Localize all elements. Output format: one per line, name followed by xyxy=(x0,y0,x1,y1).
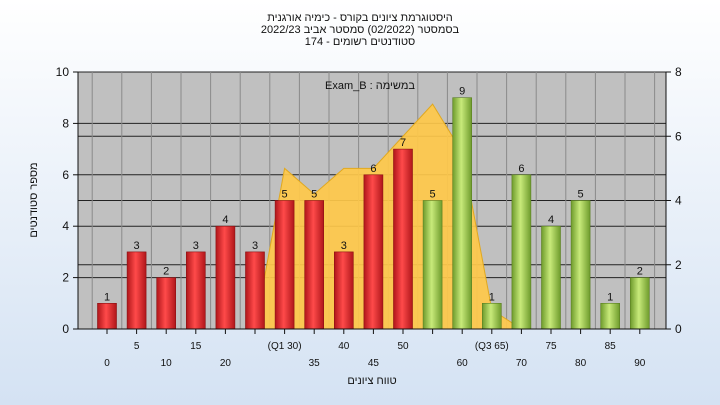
x-tick-label-upper-5: (Q3 65) xyxy=(475,341,509,352)
y-tick-label-3: 6 xyxy=(62,168,69,182)
x-axis: 5 15 (Q1 30) 40 50 (Q3 65) 75 85 0 10 20 35 45 60 70 80… xyxy=(78,328,666,369)
x-tick-label-lower-0: 0 xyxy=(104,358,110,369)
bar-label-45: 6 xyxy=(370,163,376,175)
bar-label-10: 2 xyxy=(163,266,169,278)
bar-label-60: 9 xyxy=(459,86,465,98)
y2-tick-label-2: 4 xyxy=(675,194,682,208)
bar-label-35: 5 xyxy=(311,189,317,201)
x-tick-label-upper-4: 50 xyxy=(397,341,409,352)
bar-60 xyxy=(452,97,473,330)
y-tick-label-0: 0 xyxy=(62,322,69,336)
x-tick-label-lower-4: 45 xyxy=(368,358,380,369)
y-axis-label: מספר סטודנטים xyxy=(28,162,40,237)
y-tick-label-4: 8 xyxy=(62,116,69,130)
x-tick-label-lower-5: 60 xyxy=(457,358,469,369)
bar-label-50: 7 xyxy=(400,137,406,149)
bar-80 xyxy=(570,200,591,330)
chart-title-line-2: בסמסטר (02/2022) סמסטר אביב 2022/23 xyxy=(260,24,460,36)
x-tick-label-lower-1: 10 xyxy=(161,358,173,369)
x-tick-label-upper-2: (Q1 30) xyxy=(268,341,302,352)
bar-label-65: 1 xyxy=(489,291,495,303)
bar-label-25: 3 xyxy=(252,240,258,252)
y2-tick-label-4: 8 xyxy=(675,65,682,79)
x-tick-label-lower-8: 90 xyxy=(634,358,646,369)
x-tick-label-upper-6: 75 xyxy=(545,341,557,352)
y2-tick-label-1: 2 xyxy=(675,258,682,272)
x-tick-label-lower-7: 80 xyxy=(575,358,587,369)
bar-70 xyxy=(511,174,532,330)
bar-label-70: 6 xyxy=(518,163,524,175)
x-tick-label-lower-6: 70 xyxy=(516,358,528,369)
bar-label-80: 5 xyxy=(578,189,584,201)
bar-30 xyxy=(274,200,295,330)
bar-label-20: 4 xyxy=(222,214,228,226)
bar-40 xyxy=(333,251,354,330)
bar-20 xyxy=(215,225,236,330)
bar-75 xyxy=(541,225,561,330)
bar-label-15: 3 xyxy=(193,240,199,252)
bar-90 xyxy=(629,277,650,330)
bar-label-0: 1 xyxy=(104,291,110,303)
bar-label-30: 5 xyxy=(282,189,288,201)
y2-tick-label-0: 0 xyxy=(675,322,682,336)
bar-label-55: 5 xyxy=(430,189,436,201)
bar-0 xyxy=(97,302,117,330)
chart-title-line-1: היסטוגרמת ציונים בקורס - כימיה אורגנית xyxy=(267,12,453,24)
bar-45 xyxy=(363,174,384,330)
x-tick-label-upper-7: 85 xyxy=(605,341,617,352)
chart-title-line-3: סטודנטים רשומים - 174 xyxy=(304,36,416,48)
bar-55 xyxy=(422,200,443,330)
y-axis-left: 0 2 4 6 8 10 xyxy=(56,65,79,336)
bar-50 xyxy=(393,148,413,330)
bar-label-90: 2 xyxy=(637,266,643,278)
bar-label-5: 3 xyxy=(134,240,140,252)
chart-annotation: Exam_B : במשימה xyxy=(325,80,415,92)
y-tick-label-2: 4 xyxy=(62,219,69,233)
bar-label-85: 1 xyxy=(607,291,613,303)
y-tick-label-1: 2 xyxy=(62,271,69,285)
y-axis-right: 0 2 4 6 8 xyxy=(665,65,682,336)
bar-25 xyxy=(245,251,265,330)
x-tick-label-lower-2: 20 xyxy=(220,358,232,369)
bar-65 xyxy=(481,302,502,330)
x-axis-label: טווח ציונים xyxy=(347,375,396,387)
bar-85 xyxy=(600,302,621,330)
bar-labels-group: 1 3 2 3 4 3 5 5 3 6 7 5 9 1 6 4 5 1 2 xyxy=(104,86,643,304)
bar-10 xyxy=(156,277,176,330)
x-tick-label-lower-3: 35 xyxy=(309,358,321,369)
y2-tick-label-3: 6 xyxy=(675,129,682,143)
bar-15 xyxy=(186,251,206,330)
bar-35 xyxy=(304,200,325,330)
x-tick-label-upper-1: 15 xyxy=(190,341,202,352)
bar-5 xyxy=(126,251,147,330)
bar-label-75: 4 xyxy=(548,214,554,226)
x-tick-label-upper-0: 5 xyxy=(134,341,140,352)
bars-group xyxy=(97,97,650,330)
bar-label-40: 3 xyxy=(341,240,347,252)
y-tick-label-5: 10 xyxy=(56,65,70,79)
x-tick-label-upper-3: 40 xyxy=(338,341,350,352)
